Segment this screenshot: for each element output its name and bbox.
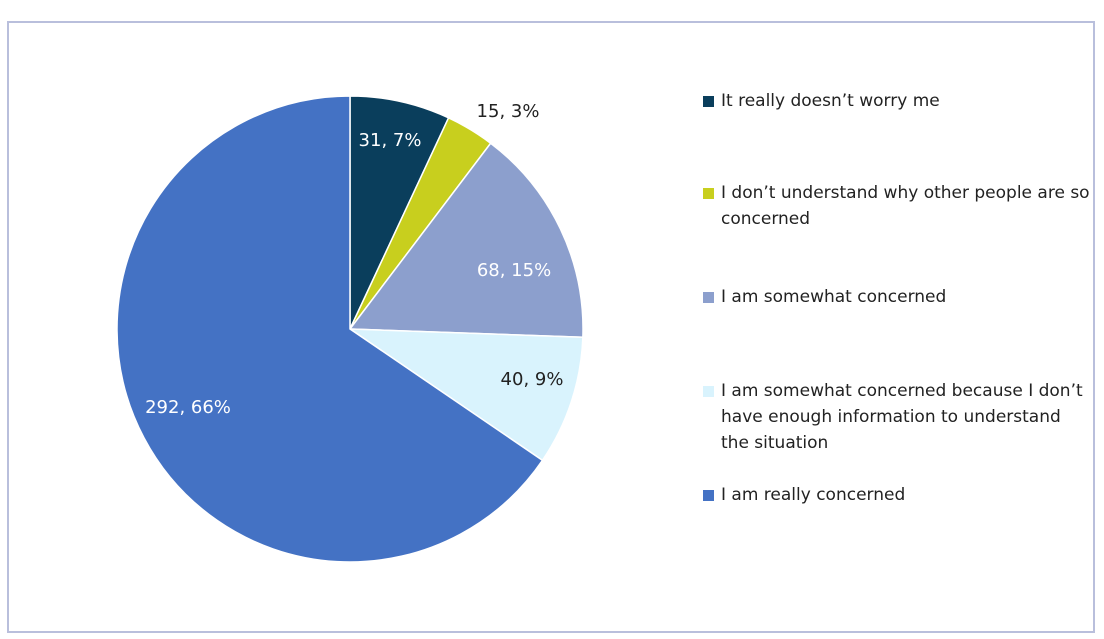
- legend-label: I am somewhat concerned: [721, 287, 947, 307]
- legend-label: I don’t understand why other people are …: [721, 183, 1090, 229]
- data-label: 292, 66%: [145, 397, 231, 418]
- legend-swatch: [703, 490, 714, 501]
- data-label: 31, 7%: [359, 130, 422, 151]
- legend-swatch: [703, 292, 714, 303]
- legend-label: I am really concerned: [721, 485, 906, 505]
- pie-slice-somewhat-concerned-info: [347, 328, 584, 462]
- legend-swatch: [703, 386, 714, 397]
- data-label: 68, 15%: [477, 260, 551, 281]
- legend-item-dont-understand: I don’t understand why other people are …: [703, 180, 1093, 232]
- legend-item-not-worried: It really doesn’t worry me: [703, 88, 940, 114]
- legend-label: It really doesn’t worry me: [721, 91, 940, 111]
- legend-item-somewhat-concerned: I am somewhat concerned: [703, 284, 946, 310]
- legend-label: I am somewhat concerned because I don’t …: [721, 381, 1083, 453]
- pie-slice-somewhat-concerned: [348, 142, 584, 338]
- data-label: 40, 9%: [501, 369, 564, 390]
- legend-item-somewhat-concerned-info: I am somewhat concerned because I don’t …: [703, 378, 1093, 456]
- pie-slice-really-concerned: [116, 95, 544, 563]
- legend-swatch: [703, 188, 714, 199]
- data-label: 15, 3%: [477, 101, 540, 122]
- legend-swatch: [703, 96, 714, 107]
- legend-item-really-concerned: I am really concerned: [703, 482, 905, 508]
